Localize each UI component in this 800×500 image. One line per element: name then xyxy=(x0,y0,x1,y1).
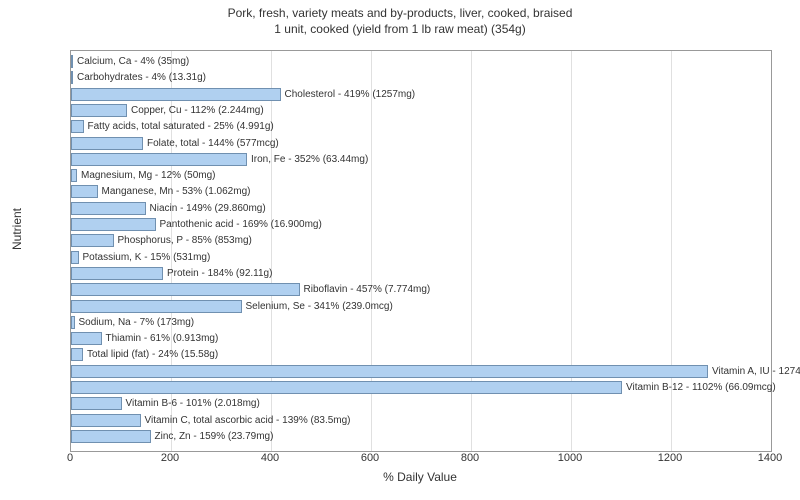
nutrient-bar xyxy=(71,104,127,117)
bar-row: Magnesium, Mg - 12% (50mg) xyxy=(71,169,771,182)
nutrient-label: Zinc, Zn - 159% (23.79mg) xyxy=(155,430,274,443)
nutrient-label: Magnesium, Mg - 12% (50mg) xyxy=(81,169,216,182)
nutrient-label: Protein - 184% (92.11g) xyxy=(167,267,272,280)
bar-row: Protein - 184% (92.11g) xyxy=(71,267,771,280)
nutrient-bar xyxy=(71,55,73,68)
x-tick-label: 0 xyxy=(67,452,73,464)
title-line-1: Pork, fresh, variety meats and by-produc… xyxy=(228,6,573,20)
y-axis-label: Nutrient xyxy=(10,208,24,250)
nutrient-bar xyxy=(71,381,622,394)
nutrient-bar xyxy=(71,332,102,345)
nutrient-bar xyxy=(71,348,83,361)
bar-row: Sodium, Na - 7% (173mg) xyxy=(71,316,771,329)
bar-row: Zinc, Zn - 159% (23.79mg) xyxy=(71,430,771,443)
x-tick-label: 800 xyxy=(461,452,479,464)
nutrient-label: Thiamin - 61% (0.913mg) xyxy=(106,332,219,345)
nutrient-label: Vitamin B-6 - 101% (2.018mg) xyxy=(126,397,260,410)
bar-row: Copper, Cu - 112% (2.244mg) xyxy=(71,104,771,117)
nutrient-bar xyxy=(71,300,242,313)
bar-row: Manganese, Mn - 53% (1.062mg) xyxy=(71,185,771,198)
bar-row: Folate, total - 144% (577mcg) xyxy=(71,137,771,150)
bar-row: Pantothenic acid - 169% (16.900mg) xyxy=(71,218,771,231)
chart-title: Pork, fresh, variety meats and by-produc… xyxy=(0,0,800,37)
nutrient-label: Potassium, K - 15% (531mg) xyxy=(83,251,211,264)
nutrient-label: Vitamin C, total ascorbic acid - 139% (8… xyxy=(145,414,351,427)
nutrient-bar xyxy=(71,414,141,427)
nutrient-bar xyxy=(71,234,114,247)
nutrient-bar xyxy=(71,397,122,410)
nutrient-bar xyxy=(71,251,79,264)
nutrient-bar xyxy=(71,267,163,280)
bar-row: Calcium, Ca - 4% (35mg) xyxy=(71,55,771,68)
nutrient-bar xyxy=(71,202,146,215)
bar-row: Riboflavin - 457% (7.774mg) xyxy=(71,283,771,296)
bar-row: Selenium, Se - 341% (239.0mcg) xyxy=(71,300,771,313)
nutrient-bar xyxy=(71,169,77,182)
x-axis-label: % Daily Value xyxy=(70,470,770,484)
x-tick-label: 1000 xyxy=(558,452,582,464)
nutrient-bar xyxy=(71,88,281,101)
nutrient-bar xyxy=(71,430,151,443)
nutrient-bar xyxy=(71,137,143,150)
bar-row: Total lipid (fat) - 24% (15.58g) xyxy=(71,348,771,361)
nutrient-bar xyxy=(71,316,75,329)
bar-row: Vitamin B-12 - 1102% (66.09mcg) xyxy=(71,381,771,394)
plot-area: Calcium, Ca - 4% (35mg) Carbohydrates - 4… xyxy=(70,50,772,452)
nutrient-label: Vitamin A, IU - 1274% (63709IU) xyxy=(712,365,800,378)
bar-row: Thiamin - 61% (0.913mg) xyxy=(71,332,771,345)
bar-row: Fatty acids, total saturated - 25% (4.99… xyxy=(71,120,771,133)
x-tick-label: 600 xyxy=(361,452,379,464)
nutrient-label: Selenium, Se - 341% (239.0mcg) xyxy=(246,300,393,313)
nutrient-label: Vitamin B-12 - 1102% (66.09mcg) xyxy=(626,381,776,394)
nutrient-label: Cholesterol - 419% (1257mg) xyxy=(285,88,416,101)
bar-row: Iron, Fe - 352% (63.44mg) xyxy=(71,153,771,166)
nutrient-bar xyxy=(71,71,73,84)
bar-row: Potassium, K - 15% (531mg) xyxy=(71,251,771,264)
nutrient-label: Phosphorus, P - 85% (853mg) xyxy=(118,234,252,247)
nutrient-label: Copper, Cu - 112% (2.244mg) xyxy=(131,104,264,117)
bar-row: Vitamin C, total ascorbic acid - 139% (8… xyxy=(71,414,771,427)
bar-row: Vitamin B-6 - 101% (2.018mg) xyxy=(71,397,771,410)
nutrient-bar xyxy=(71,185,98,198)
bar-row: Cholesterol - 419% (1257mg) xyxy=(71,88,771,101)
x-tick-label: 1200 xyxy=(658,452,682,464)
x-tick-label: 1400 xyxy=(758,452,782,464)
nutrient-label: Niacin - 149% (29.860mg) xyxy=(150,202,266,215)
nutrient-label: Pantothenic acid - 169% (16.900mg) xyxy=(160,218,322,231)
nutrient-label: Riboflavin - 457% (7.774mg) xyxy=(304,283,431,296)
nutrient-label: Iron, Fe - 352% (63.44mg) xyxy=(251,153,368,166)
nutrient-bar xyxy=(71,365,708,378)
title-line-2: 1 unit, cooked (yield from 1 lb raw meat… xyxy=(274,22,525,36)
x-tick-label: 400 xyxy=(261,452,279,464)
bar-row: Vitamin A, IU - 1274% (63709IU) xyxy=(71,365,771,378)
nutrient-bar xyxy=(71,153,247,166)
nutrient-bar xyxy=(71,283,300,296)
nutrient-chart: Pork, fresh, variety meats and by-produc… xyxy=(0,0,800,500)
nutrient-label: Total lipid (fat) - 24% (15.58g) xyxy=(87,348,218,361)
x-tick-label: 200 xyxy=(161,452,179,464)
nutrient-label: Fatty acids, total saturated - 25% (4.99… xyxy=(88,120,274,133)
bar-row: Carbohydrates - 4% (13.31g) xyxy=(71,71,771,84)
bar-row: Niacin - 149% (29.860mg) xyxy=(71,202,771,215)
nutrient-label: Sodium, Na - 7% (173mg) xyxy=(79,316,195,329)
nutrient-label: Carbohydrates - 4% (13.31g) xyxy=(77,71,206,84)
nutrient-label: Calcium, Ca - 4% (35mg) xyxy=(77,55,189,68)
nutrient-label: Manganese, Mn - 53% (1.062mg) xyxy=(102,185,251,198)
nutrient-bar xyxy=(71,120,84,133)
nutrient-label: Folate, total - 144% (577mcg) xyxy=(147,137,279,150)
bar-row: Phosphorus, P - 85% (853mg) xyxy=(71,234,771,247)
nutrient-bar xyxy=(71,218,156,231)
